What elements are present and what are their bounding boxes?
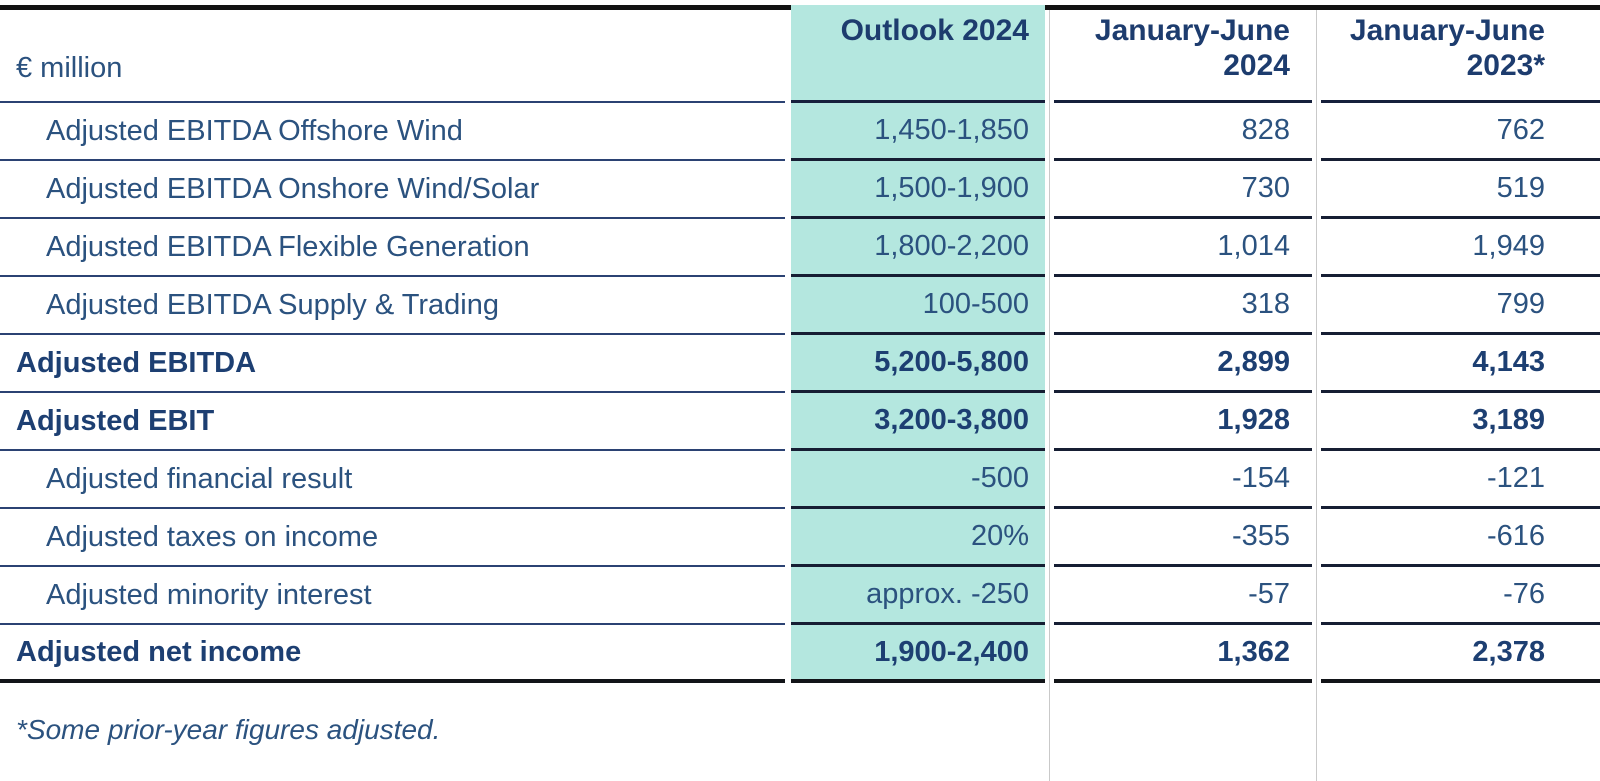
jan-june-2024-value: 1,928 [1054, 393, 1312, 451]
table-header-row: € million Outlook 2024 January-June 2024… [0, 5, 1600, 103]
empty-cell [1054, 683, 1312, 776]
row-label: Adjusted minority interest [0, 567, 785, 625]
jan-june-2024-value: 828 [1054, 103, 1312, 161]
row-label: Adjusted financial result [0, 451, 785, 509]
footnote-text: *Some prior-year figures adjusted. [16, 713, 441, 745]
column-divider-1 [1049, 10, 1050, 781]
gutter [1312, 5, 1321, 103]
jan-june-2023-value: 519 [1321, 161, 1600, 219]
row-label: Adjusted EBITDA [0, 335, 785, 393]
outlook-value: 100-500 [791, 277, 1045, 335]
outlook-value: approx. -250 [791, 567, 1045, 625]
empty-cell [1321, 683, 1600, 776]
financial-outlook-table: € million Outlook 2024 January-June 2024… [0, 5, 1600, 781]
jan-june-2023-value: -76 [1321, 567, 1600, 625]
table-row-ebitda-offshore-wind: Adjusted EBITDA Offshore Wind 1,450-1,85… [0, 103, 1600, 161]
table-row-adjusted-ebit: Adjusted EBIT 3,200-3,800 1,928 3,189 [0, 393, 1600, 451]
jan-june-2023-value: 799 [1321, 277, 1600, 335]
unit-label: € million [0, 5, 785, 103]
outlook-value: 20% [791, 509, 1045, 567]
row-label: Adjusted EBITDA Flexible Generation [0, 219, 785, 277]
jan-june-2023-value: -121 [1321, 451, 1600, 509]
row-label: Adjusted EBIT [0, 393, 785, 451]
jan-june-2023-value: 2,378 [1321, 625, 1600, 683]
column-header-jan-june-2023: January-June 2023* [1321, 5, 1600, 103]
table-footnote-row: *Some prior-year figures adjusted. [0, 683, 1600, 776]
jan-june-2023-value: 762 [1321, 103, 1600, 161]
jan-june-2023-value: -616 [1321, 509, 1600, 567]
jan-june-2024-value: 1,014 [1054, 219, 1312, 277]
row-label: Adjusted taxes on income [0, 509, 785, 567]
column-header-text: January-June 2023* [1349, 14, 1545, 83]
table-row-ebitda-flexible-generation: Adjusted EBITDA Flexible Generation 1,80… [0, 219, 1600, 277]
table-row-adjusted-net-income: Adjusted net income 1,900-2,400 1,362 2,… [0, 625, 1600, 683]
outlook-value: 3,200-3,800 [791, 393, 1045, 451]
outlook-value: 1,900-2,400 [791, 625, 1045, 683]
empty-cell [791, 683, 1045, 776]
jan-june-2024-value: 318 [1054, 277, 1312, 335]
table-row-ebitda-onshore-wind-solar: Adjusted EBITDA Onshore Wind/Solar 1,500… [0, 161, 1600, 219]
outlook-value: -500 [791, 451, 1045, 509]
jan-june-2024-value: 1,362 [1054, 625, 1312, 683]
column-header-jan-june-2024: January-June 2024 [1054, 5, 1312, 103]
table-row-adjusted-minority-interest: Adjusted minority interest approx. -250 … [0, 567, 1600, 625]
table-row-adjusted-ebitda-total: Adjusted EBITDA 5,200-5,800 2,899 4,143 [0, 335, 1600, 393]
jan-june-2024-value: 2,899 [1054, 335, 1312, 393]
outlook-value: 1,450-1,850 [791, 103, 1045, 161]
column-header-text: January-June 2024 [1094, 14, 1290, 83]
row-label: Adjusted net income [0, 625, 785, 683]
outlook-value: 1,800-2,200 [791, 219, 1045, 277]
jan-june-2023-value: 4,143 [1321, 335, 1600, 393]
column-divider-2 [1316, 10, 1317, 781]
row-label: Adjusted EBITDA Offshore Wind [0, 103, 785, 161]
row-label: Adjusted EBITDA Onshore Wind/Solar [0, 161, 785, 219]
column-header-text: Outlook 2024 [840, 14, 1029, 47]
jan-june-2024-value: -355 [1054, 509, 1312, 567]
row-label: Adjusted EBITDA Supply & Trading [0, 277, 785, 335]
outlook-value: 5,200-5,800 [791, 335, 1045, 393]
gutter [1045, 5, 1054, 103]
jan-june-2023-value: 3,189 [1321, 393, 1600, 451]
outlook-value: 1,500-1,900 [791, 161, 1045, 219]
table-row-adjusted-financial-result: Adjusted financial result -500 -154 -121 [0, 451, 1600, 509]
jan-june-2024-value: -154 [1054, 451, 1312, 509]
jan-june-2023-value: 1,949 [1321, 219, 1600, 277]
column-header-outlook-2024: Outlook 2024 [791, 5, 1045, 103]
table-row-ebitda-supply-trading: Adjusted EBITDA Supply & Trading 100-500… [0, 277, 1600, 335]
jan-june-2024-value: -57 [1054, 567, 1312, 625]
jan-june-2024-value: 730 [1054, 161, 1312, 219]
table-row-adjusted-taxes-on-income: Adjusted taxes on income 20% -355 -616 [0, 509, 1600, 567]
